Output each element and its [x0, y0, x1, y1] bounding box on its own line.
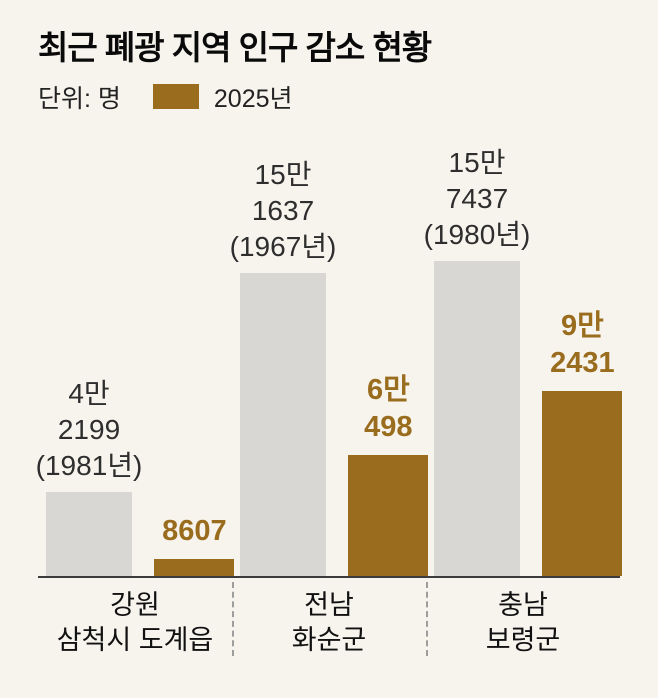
current-bar [542, 390, 623, 576]
bar-group-jeonnam-hwasun: 15만 1637 (1967년) 6만 498 [229, 157, 429, 576]
peak-bar-column: 15만 7437 (1980년) [423, 145, 531, 576]
separator-line [231, 581, 234, 656]
peak-value-label: 15만 1637 (1967년) [229, 159, 337, 262]
x-label-chungnam-boryeong: 충남 보령군 [485, 589, 561, 655]
x-axis: 강원 삼척시 도계읍 전남 화순군 충남 보령군 [38, 575, 620, 664]
current-value-label: 8607 [162, 515, 227, 548]
current-value-label: 6만 498 [364, 374, 413, 444]
peak-bar [46, 491, 132, 576]
population-chart: 4만 2199 (1981년) 8607 15만 1637 (1967년) 6만… [35, 136, 623, 664]
plot-area: 4만 2199 (1981년) 8607 15만 1637 (1967년) 6만… [35, 136, 623, 576]
current-bar-column: 9만 2431 [542, 308, 623, 576]
page-title: 최근 폐광 지역 인구 감소 현황 [38, 29, 432, 66]
unit-label: 단위: 명 [38, 84, 121, 113]
current-bar-column: 8607 [154, 513, 235, 576]
x-label-jeonnam-hwasun: 전남 화순군 [291, 589, 367, 655]
peak-value-label: 4만 2199 (1981년) [35, 378, 143, 481]
peak-bar-column: 4만 2199 (1981년) [35, 376, 143, 576]
current-bar [348, 454, 429, 576]
peak-bar [434, 260, 520, 576]
x-label-gangwon-dogye: 강원 삼척시 도계읍 [56, 589, 214, 655]
current-bar [154, 558, 235, 576]
bar-group-chungnam-boryeong: 15만 7437 (1980년) 9만 2431 [423, 145, 623, 576]
bar-group-gangwon-dogye: 4만 2199 (1981년) 8607 [35, 376, 235, 576]
current-value-label: 9만 2431 [550, 310, 615, 380]
legend-label-2025: 2025년 [213, 84, 293, 113]
current-bar-column: 6만 498 [348, 372, 429, 576]
peak-bar [240, 272, 326, 576]
peak-bar-column: 15만 1637 (1967년) [229, 157, 337, 576]
separator-line [425, 581, 428, 656]
peak-value-label: 15만 7437 (1980년) [423, 147, 531, 250]
legend-swatch-2025 [152, 84, 199, 110]
legend: 단위: 명 2025년 [38, 82, 620, 113]
